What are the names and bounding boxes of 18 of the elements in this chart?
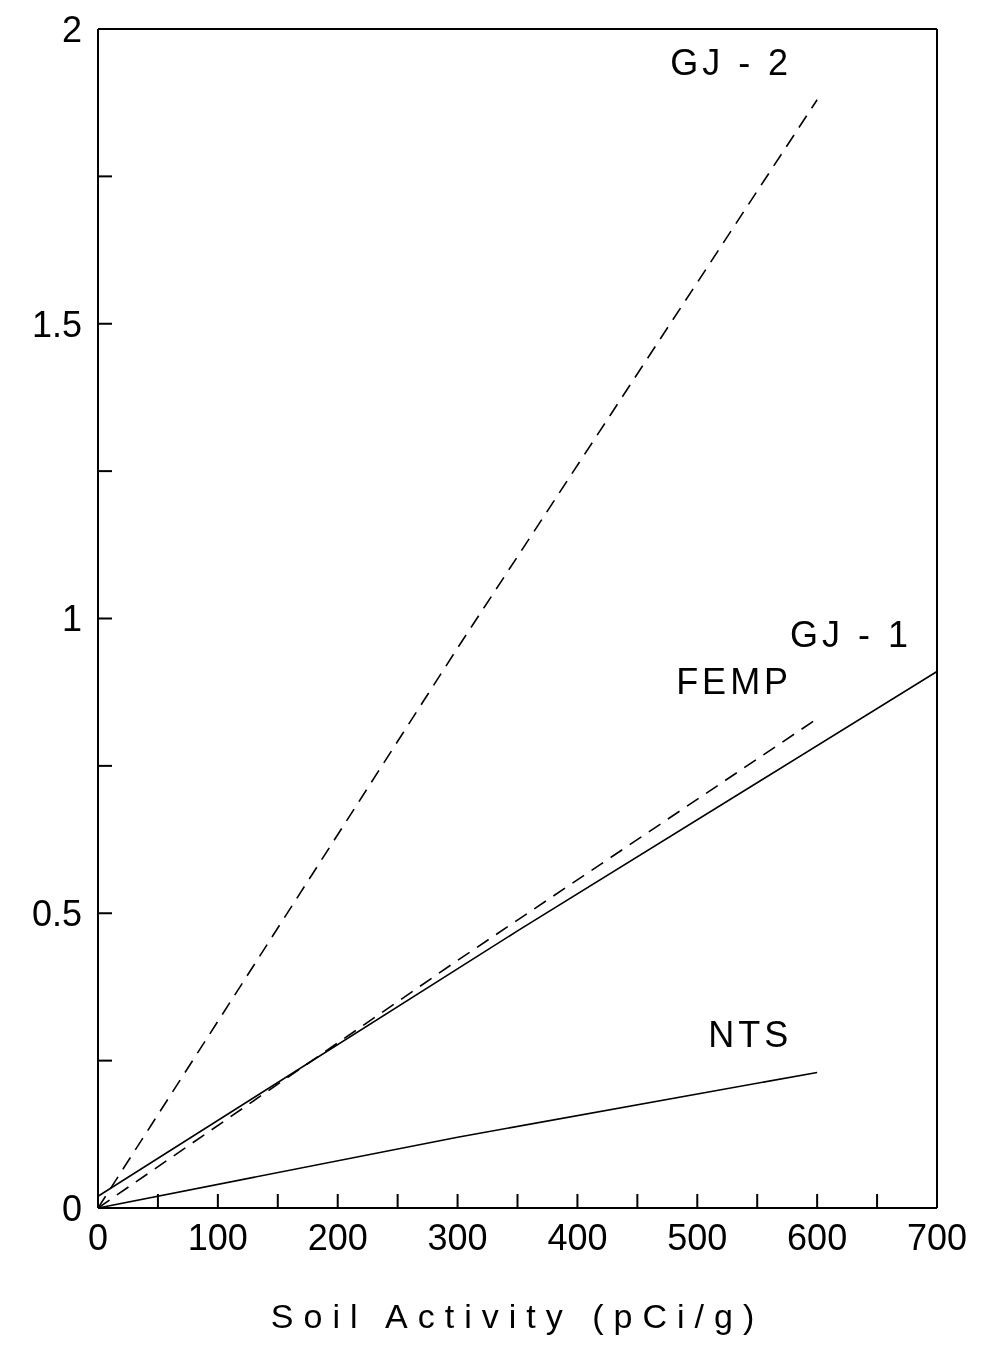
y-tick-label: 1.5: [31, 303, 82, 345]
x-tick-label: 600: [787, 1216, 848, 1258]
x-tick-label: 700: [906, 1216, 968, 1258]
x-axis-title: Soil Activity (pCi/g): [270, 1297, 765, 1335]
y-tick-label: 0: [61, 1187, 82, 1229]
y-tick-label: 1: [61, 598, 82, 640]
x-tick-label: 500: [667, 1216, 728, 1258]
x-tick-label: 400: [547, 1216, 608, 1258]
y-tick-label: 2: [61, 8, 82, 50]
series-label: NTS: [708, 1014, 793, 1056]
x-tick-label: 300: [427, 1216, 488, 1258]
x-tick-label: 0: [87, 1216, 109, 1258]
series-label: GJ - 2: [670, 41, 793, 83]
x-tick-label: 100: [187, 1216, 248, 1258]
x-tick-label: 200: [307, 1216, 368, 1258]
y-tick-label: 0.5: [31, 893, 82, 935]
series-label: GJ - 1: [789, 613, 912, 655]
series-label: FEMP: [676, 660, 793, 702]
